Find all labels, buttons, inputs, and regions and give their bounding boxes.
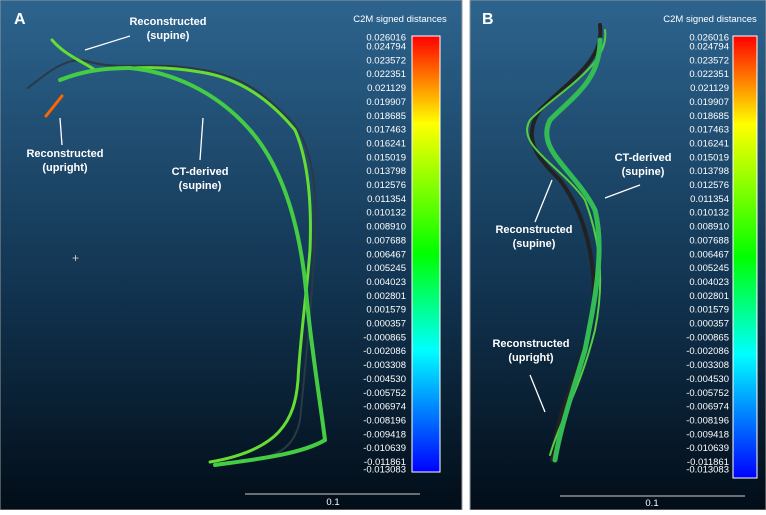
- colorbar-label: 0.012576: [689, 180, 729, 191]
- colorbar-label: 0.019907: [366, 97, 406, 108]
- colorbar-label: -0.003308: [686, 360, 729, 371]
- annotation: CT-derived: [172, 166, 229, 178]
- colorbar-label: 0.017463: [366, 125, 406, 136]
- panel-label: A: [14, 11, 26, 28]
- colorbar-label: -0.013083: [686, 465, 729, 476]
- colorbar-label: -0.008196: [686, 415, 729, 426]
- annotation: (supine): [622, 166, 665, 178]
- annotation: Reconstructed: [129, 16, 206, 28]
- annotation: CT-derived: [615, 152, 672, 164]
- panel-label: B: [482, 11, 494, 28]
- colorbar-label: 0.018685: [366, 111, 406, 122]
- colorbar-label: -0.005752: [686, 388, 729, 399]
- colorbar-label: 0.021129: [690, 83, 729, 94]
- colorbar-label: -0.006974: [686, 402, 729, 413]
- colorbar-label: 0.022351: [689, 69, 729, 80]
- figure: + AC2M signed distances0.0260160.0247940…: [0, 0, 766, 510]
- colorbar-label: 0.007688: [689, 235, 729, 246]
- colorbar-label: -0.004530: [363, 374, 406, 385]
- colorbar-label: -0.002086: [686, 346, 729, 357]
- colorbar-label: -0.004530: [686, 374, 729, 385]
- colorbar-label: 0.008910: [366, 222, 406, 233]
- colorbar-label: 0.024794: [366, 42, 406, 53]
- colorbar-label: 0.018685: [689, 111, 729, 122]
- colorbar-label: 0.008910: [689, 222, 729, 233]
- colorbar-label: -0.006974: [363, 402, 406, 413]
- colorbar-label: -0.008196: [363, 415, 406, 426]
- annotation: (upright): [42, 162, 88, 174]
- colorbar-label: 0.021129: [367, 83, 406, 94]
- cursor-mark: +: [72, 251, 79, 265]
- colorbar-label: 0.011354: [690, 194, 729, 205]
- colorbar-label: 0.024794: [689, 42, 729, 53]
- colorbar: [412, 36, 440, 472]
- colorbar-label: 0.012576: [366, 180, 406, 191]
- colorbar-label: 0.007688: [366, 235, 406, 246]
- colorbar-label: 0.010132: [689, 208, 729, 219]
- annotation: (supine): [513, 238, 556, 250]
- colorbar: [733, 36, 757, 478]
- colorbar-label: 0.016241: [366, 138, 406, 149]
- colorbar-label: 0.023572: [689, 55, 729, 66]
- colorbar-title: C2M signed distances: [353, 14, 447, 25]
- colorbar-label: 0.005245: [689, 263, 729, 274]
- annotation: (supine): [179, 180, 222, 192]
- colorbar-label: -0.003308: [363, 360, 406, 371]
- colorbar-label: 0.005245: [366, 263, 406, 274]
- annotation: (supine): [147, 30, 190, 42]
- colorbar-label: -0.010639: [686, 443, 729, 454]
- colorbar-label: 0.022351: [366, 69, 406, 80]
- colorbar-label: 0.001579: [366, 305, 406, 316]
- colorbar-label: 0.004023: [366, 277, 406, 288]
- annotation: Reconstructed: [492, 338, 569, 350]
- colorbar-label: -0.009418: [686, 429, 729, 440]
- colorbar-label: 0.000357: [689, 319, 729, 330]
- colorbar-label: -0.010639: [363, 443, 406, 454]
- colorbar-label: 0.001579: [689, 305, 729, 316]
- colorbar-label: 0.002801: [689, 291, 729, 302]
- colorbar-label: 0.002801: [366, 291, 406, 302]
- colorbar-label: -0.002086: [363, 346, 406, 357]
- colorbar-title: C2M signed distances: [663, 14, 757, 25]
- colorbar-label: 0.017463: [689, 125, 729, 136]
- colorbar-label: 0.010132: [366, 208, 406, 219]
- scale-bar-label: 0.1: [645, 498, 658, 509]
- annotation: Reconstructed: [26, 148, 103, 160]
- colorbar-label: 0.019907: [689, 97, 729, 108]
- colorbar-label: -0.000865: [686, 332, 729, 343]
- colorbar-label: 0.006467: [366, 249, 406, 260]
- colorbar-label: 0.006467: [689, 249, 729, 260]
- colorbar-label: 0.000357: [366, 319, 406, 330]
- colorbar-label: -0.005752: [363, 388, 406, 399]
- colorbar-label: 0.015019: [689, 152, 729, 163]
- colorbar-label: 0.013798: [689, 166, 729, 177]
- annotation: (upright): [508, 352, 554, 364]
- colorbar-label: 0.016241: [689, 138, 729, 149]
- colorbar-label: -0.009418: [363, 429, 406, 440]
- colorbar-label: 0.023572: [366, 55, 406, 66]
- page: {"panels": [ {"label": "A", "colorbar": …: [0, 0, 766, 510]
- scale-bar-label: 0.1: [326, 497, 339, 508]
- colorbar-label: 0.011354: [367, 194, 406, 205]
- annotation: Reconstructed: [495, 224, 572, 236]
- colorbar-label: -0.000865: [363, 332, 406, 343]
- colorbar-label: -0.013083: [363, 465, 406, 476]
- colorbar-label: 0.004023: [689, 277, 729, 288]
- colorbar-label: 0.015019: [366, 152, 406, 163]
- colorbar-label: 0.013798: [366, 166, 406, 177]
